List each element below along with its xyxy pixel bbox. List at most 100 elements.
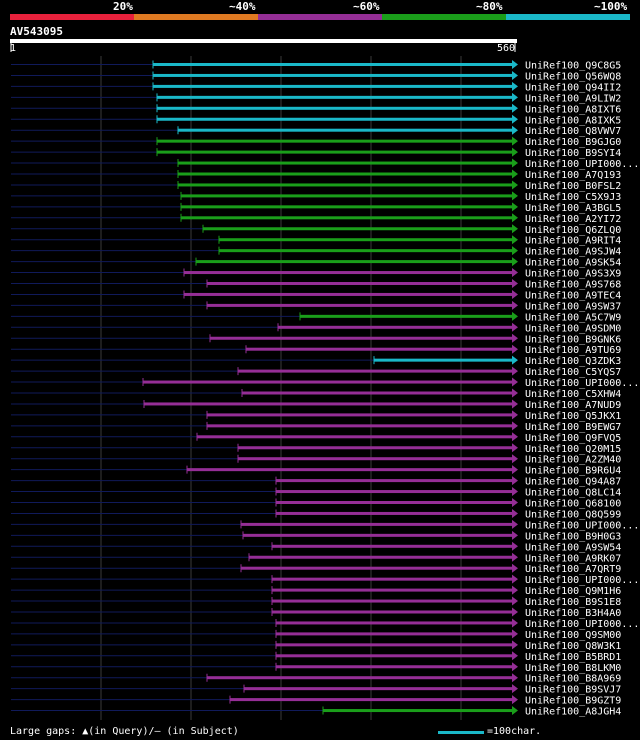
hit-bar [219,238,512,242]
legend-color-bar [10,14,134,20]
hit-arrowhead [512,596,518,606]
hit-bar [272,599,512,603]
hit-bar [184,271,512,275]
hit-label: UniRef100_B9SYI4 [525,148,621,159]
hit-arrowhead [512,574,518,584]
hit-label: UniRef100_A5C7W9 [525,312,621,323]
hit-label: UniRef100_B8LKM0 [525,663,621,674]
hit-arrowhead [512,366,518,376]
scale-note: =100char. [487,726,542,737]
hit-bar [272,610,512,614]
hit-label: UniRef100_Q56WQ8 [525,71,621,82]
legend-label-40: ~40% [229,0,256,13]
query-id: AV543095 [10,25,63,38]
hit-label: UniRef100_B5BRD1 [525,652,621,663]
hit-arrowhead [512,224,518,234]
alignment-chart: UniRef100_Q9C8G5UniRef100_Q56WQ8UniRef10… [10,14,639,720]
hit-bar [187,468,512,472]
scale-bar [438,731,484,734]
hit-label: UniRef100_A9RK07 [525,553,621,564]
legend-color-bar [134,14,258,20]
hit-arrowhead [512,246,518,256]
legend-color-bar [382,14,506,20]
hit-label: UniRef100_C5XHW4 [525,389,621,400]
hit-arrowhead [512,114,518,124]
hit-bar [178,128,512,132]
hit-arrowhead [512,410,518,420]
hit-arrowhead [512,377,518,387]
hit-bar [276,632,512,636]
hit-arrowhead [512,70,518,80]
hit-bar [181,216,512,220]
hit-bar [178,161,512,165]
legend-label-100: ~100% [594,0,628,13]
hit-arrowhead [512,180,518,190]
hit-arrowhead [512,585,518,595]
hit-arrowhead [512,300,518,310]
hit-bar [207,424,512,428]
hit-bar [300,314,512,318]
hit-label: UniRef100_Q68100 [525,499,621,510]
hit-arrowhead [512,213,518,223]
hit-label: UniRef100_A9TEC4 [525,290,621,301]
ruler-start-label: 1 [10,43,17,54]
hit-label: UniRef100_A9SW37 [525,301,621,312]
hit-arrowhead [512,311,518,321]
hit-arrowhead [512,530,518,540]
hit-label: UniRef100_C5YQS7 [525,367,621,378]
hit-arrowhead [512,541,518,551]
hit-label: UniRef100_B9GJG0 [525,137,621,148]
hit-arrowhead [512,169,518,179]
hit-bar [203,227,512,231]
hit-label: UniRef100_B9H0G3 [525,531,621,542]
hit-arrowhead [512,388,518,398]
hit-arrowhead [512,103,518,113]
hit-arrowhead [512,519,518,529]
ruler-end-label: 560 [497,43,516,54]
hit-arrowhead [512,279,518,288]
hit-bar [210,336,512,340]
hit-bar [153,63,512,66]
hit-arrowhead [512,60,518,69]
hit-bar [276,501,512,504]
hit-arrowhead [512,421,518,431]
hit-arrowhead [512,629,518,639]
hit-bar [196,260,512,264]
hit-arrowhead [512,618,518,628]
hit-arrowhead [512,465,518,475]
hit-arrowhead [512,355,518,365]
hit-arrowhead [512,640,518,650]
hit-bar [144,402,512,406]
hit-bar [181,194,512,198]
hit-arrowhead [512,432,518,442]
legend-label-80: ~80% [476,0,503,13]
hit-arrowhead [512,158,518,168]
hit-bar [157,139,512,143]
hit-bar [230,698,512,702]
hit-bar [276,479,512,483]
hit-arrowhead [512,257,518,267]
hit-arrowhead [512,136,518,146]
hit-bar [272,544,512,548]
hit-label: UniRef100_A9SK54 [525,258,621,269]
hit-label: UniRef100_B9SVJ7 [525,685,621,696]
hit-label: UniRef100_Q5JKX1 [525,411,621,422]
hit-bar [244,687,512,691]
hit-bar [272,588,512,592]
hit-arrowhead [512,607,518,617]
hit-arrowhead [512,508,518,518]
hit-label: UniRef100_Q94II2 [525,82,621,93]
hit-arrowhead [512,684,518,694]
legend-label-60: ~60% [353,0,380,13]
hit-label: UniRef100_A7Q193 [525,170,621,181]
hit-bar [207,303,512,307]
hit-bar [323,709,512,713]
hit-arrowhead [512,651,518,661]
hit-arrowhead [512,443,518,453]
hit-arrowhead [512,202,518,212]
hit-bar [276,654,512,658]
hit-label: UniRef100_Q9SM00 [525,630,621,641]
hit-label: UniRef100_A9RIT4 [525,236,621,247]
hit-label: UniRef100_A9TU69 [525,345,621,356]
hit-label: UniRef100_Q9FVQ5 [525,433,621,444]
